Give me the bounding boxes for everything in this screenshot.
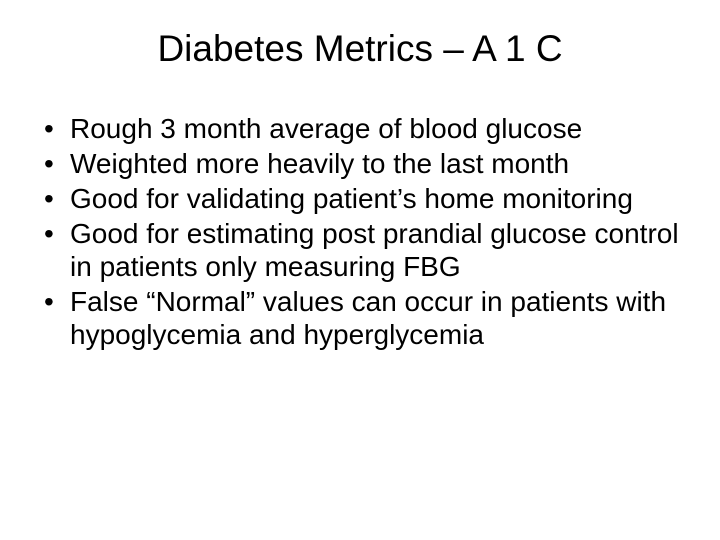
list-item: Weighted more heavily to the last month <box>36 147 690 180</box>
list-item: Good for estimating post prandial glucos… <box>36 217 690 283</box>
bullet-list: Rough 3 month average of blood glucose W… <box>30 112 690 351</box>
slide-title: Diabetes Metrics – A 1 C <box>30 28 690 70</box>
list-item: Rough 3 month average of blood glucose <box>36 112 690 145</box>
slide-container: Diabetes Metrics – A 1 C Rough 3 month a… <box>0 0 720 540</box>
list-item: False “Normal” values can occur in patie… <box>36 285 690 351</box>
list-item: Good for validating patient’s home monit… <box>36 182 690 215</box>
